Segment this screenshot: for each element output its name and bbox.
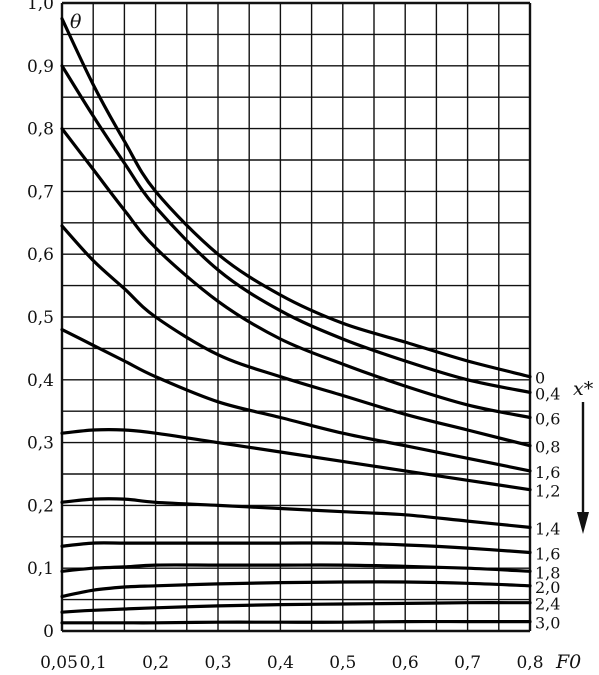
- series-curve-7: [60, 541, 532, 555]
- y-tick-label: 0,6: [27, 245, 54, 265]
- x-tick-label: 0,05: [40, 653, 78, 673]
- series-label: 3,0: [535, 614, 560, 633]
- series-curve-10: [60, 601, 532, 614]
- y-tick-label: 0,3: [27, 434, 54, 454]
- x-tick-label: 0,2: [142, 653, 169, 673]
- series-curve-6: [60, 497, 532, 529]
- y-tick-label: 0,9: [27, 57, 54, 77]
- series-arrow: [577, 402, 589, 534]
- series-label: 1,4: [535, 519, 560, 538]
- series-legend-title: x*: [573, 378, 594, 400]
- series-curve-4: [60, 328, 532, 473]
- series-curve-1: [60, 64, 532, 394]
- y-tick-label: 0,5: [27, 308, 54, 328]
- x-tick-labels: 0,05 0,1 0,2 0,3 0,4 0,5 0,6 0,7 0,8: [40, 653, 543, 673]
- series-label: 0,4: [535, 384, 560, 403]
- x-tick-label: 0,5: [329, 653, 356, 673]
- series-label: 1,6: [535, 545, 560, 564]
- series-curve-9: [60, 580, 532, 599]
- series-label: 1,8: [535, 563, 560, 582]
- chart-curves: [60, 17, 532, 625]
- series-label: 0: [535, 369, 545, 388]
- series-label: 0,8: [535, 438, 560, 457]
- series-label: 2,4: [535, 595, 560, 614]
- y-tick-labels: 0 0,1 0,2 0,3 0,4 0,5 0,6 0,7 0,8 0,9 1,0: [27, 0, 54, 642]
- y-tick-label: 0,1: [27, 559, 54, 579]
- series-label: 0,6: [535, 409, 560, 428]
- x-tick-label: 0,1: [80, 653, 107, 673]
- x-tick-label: 0,6: [392, 653, 419, 673]
- y-tick-label: 0,2: [27, 496, 54, 516]
- y-tick-label: 0,8: [27, 120, 54, 140]
- series-curve-3: [60, 224, 532, 448]
- y-tick-label: 0,4: [27, 371, 54, 391]
- series-curve-2: [60, 127, 532, 420]
- series-labels: 00,40,60,81,61,21,41,61,82,02,43,0: [535, 369, 560, 633]
- series-label: 1,2: [535, 482, 560, 501]
- x-tick-label: 0,8: [516, 653, 543, 673]
- y-axis-title: θ: [70, 11, 82, 33]
- x-tick-label: 0,7: [454, 653, 481, 673]
- x-tick-label: 0,3: [204, 653, 231, 673]
- series-curve-5: [60, 428, 532, 492]
- y-tick-label: 1,0: [27, 0, 54, 14]
- x-axis-title: F0: [555, 651, 581, 673]
- y-tick-label: 0,7: [27, 182, 54, 202]
- y-tick-label: 0: [43, 622, 54, 642]
- x-tick-label: 0,4: [267, 653, 294, 673]
- series-label: 1,6: [535, 463, 560, 482]
- series-label: 2,0: [535, 578, 560, 597]
- chart-grid: [60, 1, 532, 633]
- series-curve-11: [60, 619, 532, 625]
- series-curve-0: [60, 17, 532, 379]
- series-curve-8: [60, 563, 532, 573]
